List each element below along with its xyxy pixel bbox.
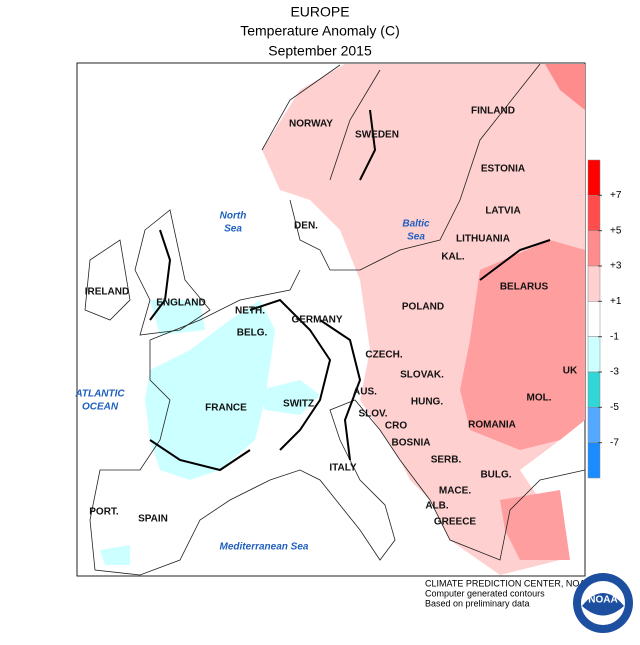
sea-label: Sea [224,224,242,235]
country-label: FRANCE [205,403,247,414]
country-label: GERMANY [291,315,342,326]
country-label: SWITZ. [283,399,317,410]
sea-label: Mediterranean Sea [220,542,309,553]
country-label: SLOV. [358,409,387,420]
sea-label: Sea [407,232,425,243]
scale-band [587,442,601,479]
country-label: CZECH. [365,350,402,361]
scale-band [587,336,601,373]
country-label: ESTONIA [481,164,525,175]
scale-tick-label: +3 [610,261,622,272]
country-label: POLAND [402,302,444,313]
country-label: BELARUS [500,282,549,293]
country-label: HUNG. [411,397,443,408]
footer-line: Based on preliminary data [425,598,530,608]
scale-tick-label: +5 [610,225,622,236]
scale-band [587,230,601,267]
scale-tick-label: +7 [610,190,622,201]
country-label: ENGLAND [156,298,205,309]
scale-band [587,407,601,443]
country-label: PORT. [89,507,119,518]
country-label: LITHUANIA [456,234,510,245]
color-scale: +7 +5 +3 +1 -1 -3 -5 -7 [587,159,622,479]
scale-tick-label: +1 [610,296,622,307]
country-label: SWEDEN [355,130,399,141]
logo-text: NOAA [588,595,617,606]
country-label: NETH. [235,306,265,317]
country-label: SERB. [431,455,462,466]
footer-line: CLIMATE PREDICTION CENTER, NOAA [425,578,591,588]
country-label: KAL. [441,252,465,263]
sea-label: North [220,211,247,222]
country-label: MOL. [527,393,552,404]
scale-tick-label: -5 [610,402,619,413]
footer-line: Computer generated contours [425,588,545,598]
country-label: BOSNIA [392,438,431,449]
scale-tick-label: -3 [610,367,619,378]
country-label: GREECE [434,517,477,528]
sea-label: ATLANTIC [74,389,125,400]
footer: CLIMATE PREDICTION CENTER, NOAA Computer… [425,573,633,633]
country-label: UK [563,366,578,377]
country-label: FINLAND [471,106,515,117]
subtitle: Temperature Anomaly (C) [240,23,400,39]
country-label: AUS. [353,387,377,398]
scale-band [587,195,601,231]
country-label: NORWAY [289,119,333,130]
country-label: SPAIN [138,514,168,525]
scale-band [587,301,601,337]
scale-tick-label: -1 [610,331,619,342]
country-label: LATVIA [485,206,520,217]
country-label: SLOVAK. [400,370,444,381]
title: EUROPE [290,4,349,20]
sea-label: OCEAN [82,402,119,413]
scale-band [587,265,601,302]
date: September 2015 [268,43,372,59]
country-label: BULG. [480,470,511,481]
country-label: BELG. [237,328,268,339]
map [76,62,586,577]
country-label: IRELAND [85,287,129,298]
scale-band [587,371,601,408]
country-label: DEN. [294,221,318,232]
labels: NORWAY SWEDEN FINLAND ESTONIA LATVIA LITHUANI… [74,106,578,553]
scale-band [587,159,601,196]
country-label: ROMANIA [468,420,516,431]
scale-tick-label: -7 [610,437,619,448]
country-label: ITALY [329,463,357,474]
country-label: CRO [385,421,407,432]
country-label: ALB. [425,501,449,512]
sea-label: Baltic [402,219,430,230]
country-label: MACE. [439,486,471,497]
